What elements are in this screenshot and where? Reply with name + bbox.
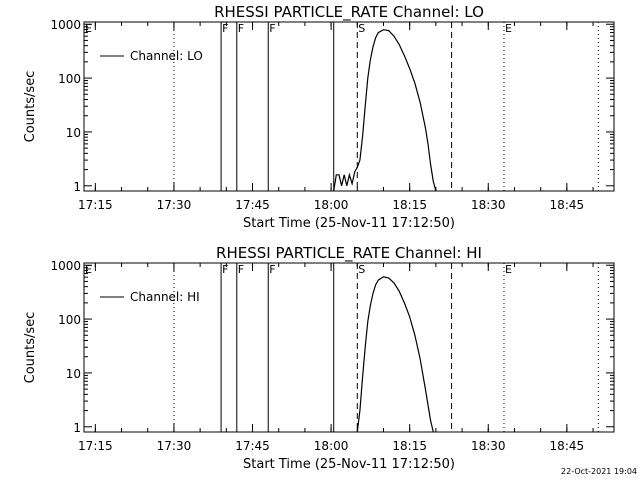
x-axis-label: Start Time (25-Nov-11 17:12:50) <box>243 457 455 472</box>
event-flag: F <box>238 22 244 35</box>
event-flag: E <box>85 263 92 276</box>
y-axis-label: Counts/sec <box>23 71 38 143</box>
y-tick-label: 1 <box>73 421 81 435</box>
event-flag: F <box>238 263 244 276</box>
legend-label: Channel: HI <box>130 290 200 304</box>
x-tick-label: 17:30 <box>157 198 192 212</box>
timestamp: 22-Oct-2021 19:04 <box>561 467 637 476</box>
plot-frame <box>83 262 615 433</box>
event-flag: E <box>505 263 512 276</box>
y-tick-label: 1000 <box>50 18 81 32</box>
chart-title: RHESSI PARTICLE_RATE Channel: LO <box>214 3 484 22</box>
event-flag: F <box>222 263 228 276</box>
event-flag: F <box>269 263 275 276</box>
event-flag: F <box>222 22 228 35</box>
y-tick-label: 1 <box>73 180 81 194</box>
x-tick-label: 17:15 <box>78 439 113 453</box>
x-tick-label: 18:15 <box>392 439 427 453</box>
x-tick-label: 17:45 <box>235 198 270 212</box>
x-tick-label: 17:30 <box>157 439 192 453</box>
x-tick-label: 18:30 <box>471 198 506 212</box>
x-axis-label: Start Time (25-Nov-11 17:12:50) <box>243 216 455 231</box>
y-tick-label: 10 <box>66 367 81 381</box>
y-axis-label: Counts/sec <box>23 312 38 384</box>
y-tick-label: 100 <box>58 72 81 86</box>
plot-frame <box>83 21 615 192</box>
x-tick-label: 18:45 <box>550 439 585 453</box>
series-line <box>333 29 437 192</box>
y-tick-label: 1000 <box>50 259 81 273</box>
chart-panel-2: RHESSI PARTICLE_RATE Channel: HI Counts/s… <box>23 244 615 472</box>
chart-title: RHESSI PARTICLE_RATE Channel: HI <box>216 244 482 263</box>
x-tick-label: 18:45 <box>550 198 585 212</box>
event-flag: E <box>505 22 512 35</box>
y-tick-label: 10 <box>66 126 81 140</box>
x-tick-label: 18:00 <box>314 439 349 453</box>
chart-panel-1: RHESSI PARTICLE_RATE Channel: LO Counts/s… <box>23 3 615 231</box>
legend-label: Channel: LO <box>130 49 203 63</box>
event-flag: S <box>358 22 365 35</box>
x-tick-label: 18:00 <box>314 198 349 212</box>
x-tick-label: 17:45 <box>235 439 270 453</box>
x-tick-label: 17:15 <box>78 198 113 212</box>
event-flag: S <box>358 263 365 276</box>
event-flag: F <box>269 22 275 35</box>
x-tick-label: 18:30 <box>471 439 506 453</box>
event-flag: E <box>85 22 92 35</box>
x-tick-label: 18:15 <box>392 198 427 212</box>
series-line <box>356 276 434 433</box>
y-tick-label: 100 <box>58 313 81 327</box>
